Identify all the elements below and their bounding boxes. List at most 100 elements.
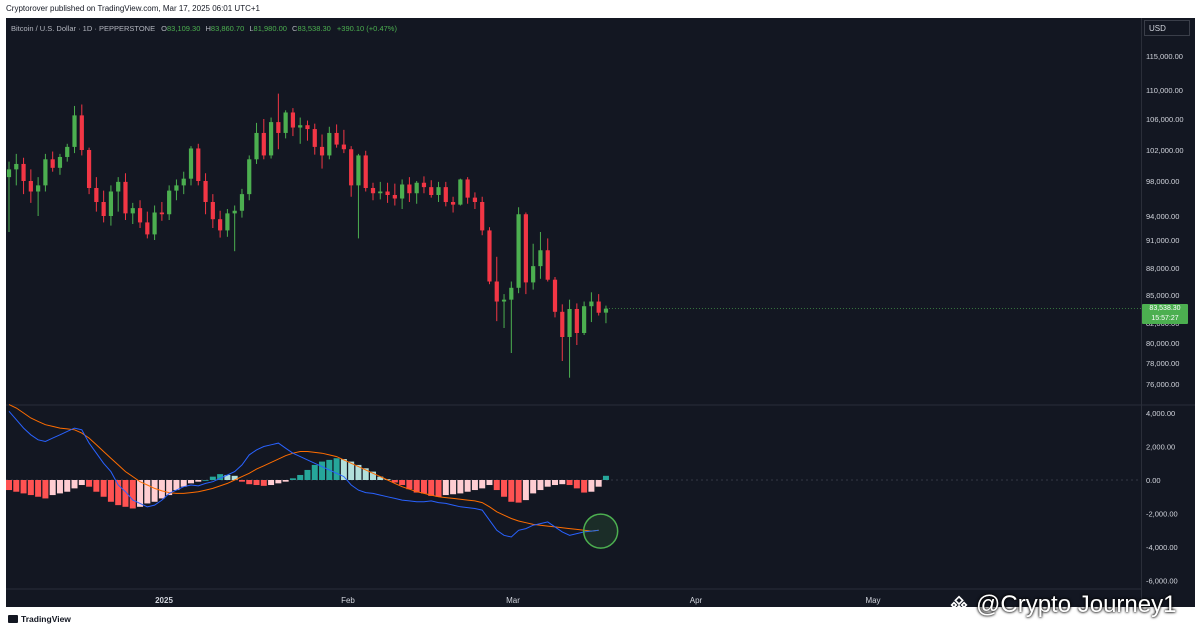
candle-body — [79, 115, 84, 150]
macd-histogram-bar — [129, 480, 136, 509]
candle-body — [480, 202, 485, 231]
candle-body — [560, 311, 565, 337]
candle-body — [28, 181, 33, 192]
price-label: 94,000.00 — [1146, 212, 1179, 221]
candle-body — [86, 150, 92, 188]
macd-histogram-bar — [78, 480, 85, 486]
candle-body — [545, 250, 550, 280]
candle-body — [487, 230, 492, 282]
macd-histogram-bar — [304, 469, 311, 480]
candle-body — [298, 125, 303, 128]
candle-body — [465, 179, 470, 198]
macd-histogram-bar — [238, 480, 245, 482]
price-label: 85,000.00 — [1146, 291, 1179, 300]
close-value: 83,538.30 — [297, 24, 331, 33]
price-label: 76,000.00 — [1146, 380, 1179, 389]
price-label: 110,000.00 — [1146, 86, 1183, 95]
macd-histogram-bar — [508, 480, 515, 502]
macd-histogram-bar — [122, 480, 129, 507]
price-label: 91,000.00 — [1146, 236, 1179, 245]
candle-body — [334, 132, 339, 145]
chart-pane[interactable]: 2025 Feb Mar Apr May — [6, 18, 1141, 607]
candle-body — [137, 208, 143, 223]
macd-histogram-bar — [209, 476, 216, 480]
candle-body — [356, 155, 361, 186]
candle-body — [94, 188, 99, 202]
currency-label[interactable]: USD — [1144, 20, 1190, 36]
candle-body — [421, 182, 427, 188]
macd-histogram-bar — [13, 480, 20, 492]
open-label: O — [161, 24, 168, 33]
signal-line — [8, 404, 599, 532]
candle-body — [14, 163, 19, 170]
macd-histogram-bar — [137, 480, 144, 507]
macd-histogram-bar — [64, 480, 71, 492]
macd-histogram-bar — [6, 480, 12, 491]
watermark: @Crypto Journey1 — [948, 591, 1176, 619]
macd-scale-label: -2,000.00 — [1146, 510, 1178, 519]
candle-body — [414, 182, 419, 194]
macd-histogram-bar — [56, 480, 63, 494]
macd-line — [8, 410, 599, 538]
time-axis-label: Apr — [690, 596, 703, 605]
macd-histogram-bar — [530, 480, 537, 494]
candle-body — [407, 184, 412, 194]
candle-body — [443, 187, 448, 202]
footer-bar — [0, 611, 1200, 631]
close-label: C — [292, 24, 298, 33]
macd-histogram-bar — [144, 480, 151, 504]
countdown-timer: 15:57:27 — [1151, 315, 1179, 322]
ohlc-legend: Bitcoin / U.S. Dollar · 1D · PEPPERSTONE… — [11, 24, 397, 33]
macd-histogram-bar — [202, 480, 209, 481]
publish-line: Cryptorover published on TradingView.com… — [6, 4, 260, 13]
candle-body — [181, 178, 186, 186]
candle-body — [589, 301, 594, 307]
price-label: 102,000.00 — [1146, 146, 1184, 155]
tradingview-brand: TradingView — [21, 614, 71, 624]
macd-histogram-bar — [195, 480, 202, 482]
candle-body — [72, 115, 77, 147]
symbol-label[interactable]: Bitcoin / U.S. Dollar · 1D · PEPPERSTONE — [11, 24, 156, 33]
candle-body — [305, 125, 310, 130]
candle-body — [210, 202, 215, 220]
chart-canvas[interactable]: 2025 Feb Mar Apr May — [6, 18, 1141, 607]
candle-body — [327, 132, 332, 156]
macd-histogram-bar — [115, 480, 122, 506]
candle-body — [247, 159, 252, 195]
candle-body — [21, 163, 26, 181]
macd-histogram-bar — [595, 480, 602, 487]
macd-histogram-bar — [275, 480, 282, 484]
macd-histogram-bar — [311, 464, 318, 480]
candle-body — [261, 132, 266, 156]
macd-histogram-bar — [260, 480, 267, 486]
macd-histogram-bar — [35, 480, 42, 497]
macd-histogram-bar — [573, 480, 580, 489]
macd-histogram-bar — [486, 480, 493, 486]
price-label: 80,000.00 — [1146, 339, 1179, 348]
macd-histogram-bar — [158, 480, 165, 499]
macd-histogram-bar — [348, 461, 355, 480]
macd-histogram — [6, 458, 609, 509]
candle-body — [603, 308, 609, 313]
candles-group — [6, 93, 609, 378]
low-value: 81,980.00 — [253, 24, 287, 33]
crossover-highlight-circle — [582, 513, 619, 549]
candle-body — [232, 210, 237, 214]
macd-histogram-bar — [428, 480, 435, 496]
high-label: H — [205, 24, 211, 33]
macd-histogram-bar — [297, 474, 304, 480]
candle-body — [378, 191, 383, 194]
candle-body — [116, 181, 121, 192]
macd-histogram-bar — [377, 476, 384, 480]
macd-scale-labels: 4,000.00 2,000.00 0.00 -2,000.00 -4,000.00 -6… — [1146, 409, 1178, 586]
macd-histogram-bar — [370, 471, 376, 480]
tradingview-logo[interactable]: TradingView — [8, 614, 71, 624]
candle-body — [400, 184, 405, 199]
time-axis-label: Feb — [341, 596, 355, 605]
candle-body — [509, 287, 514, 300]
price-label: 78,000.00 — [1146, 359, 1179, 368]
candle-body — [218, 219, 223, 231]
candle-body — [268, 122, 274, 156]
candle-body — [174, 185, 179, 191]
macd-histogram-bar — [581, 480, 588, 493]
